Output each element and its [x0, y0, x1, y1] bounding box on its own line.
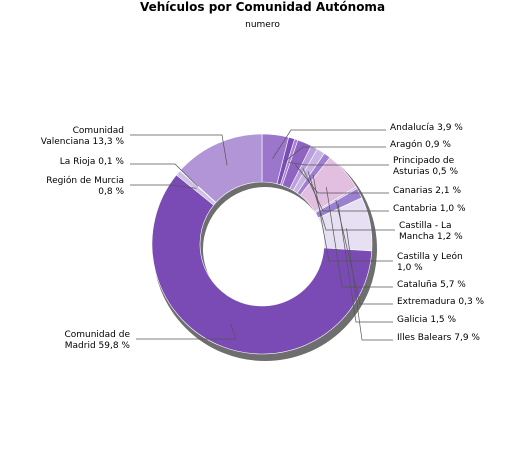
leader-line-la-rioja: [130, 163, 199, 187]
chart-subtitle: numero: [245, 20, 280, 30]
slice-label-line: La Rioja 0,1 %: [60, 157, 125, 167]
slice-label-line: Comunidad de: [64, 330, 130, 340]
slice-comunidad-de-madrid: [151, 174, 373, 355]
slice-label-line: Extremadura 0,3 %: [397, 297, 485, 307]
slice-label-illes-balears: Illes Balears 7,9 %: [397, 333, 480, 343]
slice-label-line: 1,0 %: [397, 263, 423, 273]
slice-label-line: Illes Balears 7,9 %: [397, 333, 480, 343]
leader-line-region-de-murcia: [130, 184, 197, 189]
leader-line-canarias: [295, 164, 389, 194]
slice-label-line: Aragón 0,9 %: [390, 139, 451, 150]
leader-line-andalucia: [272, 129, 386, 159]
leader-line-cataluna: [325, 186, 393, 288]
slice-label-comunidad-de-madrid: Comunidad de Madrid 59,8 %: [64, 330, 130, 351]
donut-slices: [151, 133, 373, 355]
slice-label-line: Comunidad: [73, 126, 124, 136]
slice-label-line: Madrid 59,8 %: [65, 341, 131, 351]
slice-label-line: Mancha 1,2 %: [399, 232, 463, 242]
slice-label-andalucia: Andalucía 3,9 %: [390, 123, 463, 133]
leader-lines: [130, 129, 395, 341]
slice-label-line: 0,8 %: [98, 187, 124, 197]
slice-label-line: Andalucía 3,9 %: [390, 123, 463, 133]
leader-line-castilla-la-mancha: [307, 171, 395, 231]
leader-line-aragon: [284, 146, 386, 162]
slice-label-comunidad-valenciana: Comunidad Valenciana 13,3 %: [41, 126, 125, 147]
slice-label-canarias: Canarias 2,1 %: [393, 186, 461, 196]
chart-title: Vehículos por Comunidad Autónoma: [139, 0, 386, 14]
slice-label-castilla-la-mancha: Castilla - La Mancha 1,2 %: [399, 221, 463, 242]
leader-line-galicia: [337, 204, 393, 323]
slice-label-galicia: Galicia 1,5 %: [397, 315, 456, 325]
leader-line-cantabria: [302, 168, 389, 212]
leader-line-illes-balears: [346, 228, 393, 341]
slice-label-line: Región de Murcia: [46, 175, 124, 186]
leader-line-principado-de-asturias: [288, 161, 389, 166]
slice-label-extremadura: Extremadura 0,3 %: [397, 297, 485, 307]
leader-line-comunidad-valenciana: [130, 134, 228, 166]
slice-label-cataluna: Cataluña 5,7 %: [397, 280, 466, 290]
slice-comunidad-valenciana: [179, 133, 263, 203]
leader-line-castilla-y-leon: [312, 174, 393, 262]
slice-label-principado-de-asturias: Principado de Asturias 0,5 %: [393, 156, 459, 177]
slice-label-line: Castilla y León: [397, 251, 463, 262]
slice-label-la-rioja: La Rioja 0,1 %: [60, 157, 125, 167]
slice-label-line: Cataluña 5,7 %: [397, 280, 466, 290]
slice-labels: Andalucía 3,9 % Aragón 0,9 % Principado de…: [41, 123, 485, 351]
slice-label-cantabria: Cantabria 1,0 %: [393, 204, 466, 214]
slice-label-line: Asturias 0,5 %: [393, 167, 459, 177]
slice-label-line: Principado de: [393, 156, 455, 166]
slice-label-castilla-y-leon: Castilla y León 1,0 %: [397, 251, 463, 273]
slice-label-line: Cantabria 1,0 %: [393, 204, 466, 214]
slice-label-line: Canarias 2,1 %: [393, 186, 461, 196]
slice-label-region-de-murcia: Región de Murcia 0,8 %: [46, 175, 124, 197]
leader-line-comunidad-de-madrid: [136, 324, 237, 340]
slice-label-aragon: Aragón 0,9 %: [390, 139, 451, 150]
leader-line-extremadura: [335, 199, 393, 305]
slice-label-line: Galicia 1,5 %: [397, 315, 456, 325]
slice-label-line: Valenciana 13,3 %: [41, 137, 125, 147]
slice-label-line: Castilla - La: [399, 221, 452, 231]
